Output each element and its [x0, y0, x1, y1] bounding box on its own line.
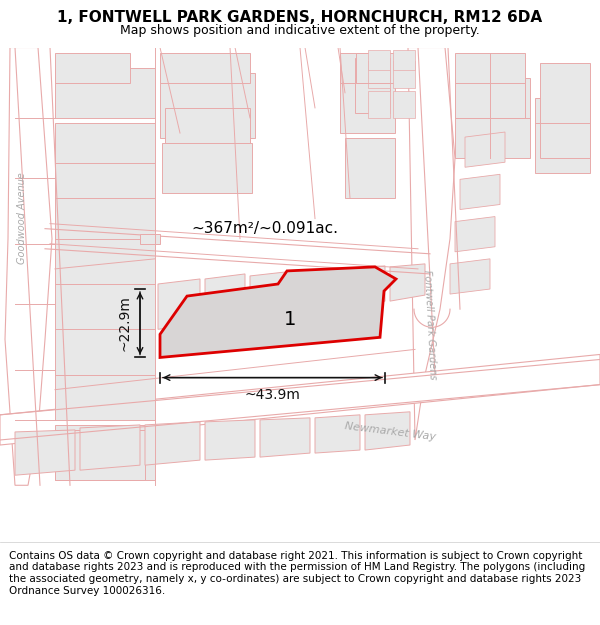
Polygon shape — [356, 52, 389, 82]
Polygon shape — [393, 49, 415, 69]
Polygon shape — [368, 49, 390, 69]
Polygon shape — [340, 78, 395, 133]
Polygon shape — [140, 234, 160, 244]
Polygon shape — [250, 271, 295, 319]
Polygon shape — [455, 217, 495, 252]
Polygon shape — [368, 61, 390, 88]
Polygon shape — [165, 108, 250, 143]
Polygon shape — [260, 418, 310, 457]
Polygon shape — [15, 430, 75, 475]
Polygon shape — [300, 269, 340, 311]
Polygon shape — [465, 132, 505, 168]
Polygon shape — [540, 62, 590, 158]
Polygon shape — [5, 48, 52, 485]
Text: 1, FONTWELL PARK GARDENS, HORNCHURCH, RM12 6DA: 1, FONTWELL PARK GARDENS, HORNCHURCH, RM… — [58, 11, 542, 26]
Polygon shape — [345, 138, 395, 199]
Polygon shape — [0, 354, 600, 445]
Polygon shape — [460, 174, 500, 209]
Text: ~43.9m: ~43.9m — [245, 388, 301, 402]
Polygon shape — [160, 52, 250, 82]
Text: ~22.9m: ~22.9m — [118, 295, 132, 351]
Polygon shape — [162, 143, 252, 193]
Text: Map shows position and indicative extent of the property.: Map shows position and indicative extent… — [120, 24, 480, 37]
Polygon shape — [315, 415, 360, 453]
Polygon shape — [450, 259, 490, 294]
Polygon shape — [158, 279, 200, 329]
Polygon shape — [55, 52, 130, 82]
Polygon shape — [205, 420, 255, 460]
Text: Goodwood Avenue: Goodwood Avenue — [17, 173, 27, 264]
Polygon shape — [55, 123, 155, 420]
Text: Newmarket Way: Newmarket Way — [344, 421, 436, 442]
Polygon shape — [55, 430, 145, 480]
Polygon shape — [455, 52, 525, 118]
Polygon shape — [80, 425, 140, 470]
Text: Fontwell Park Gardens: Fontwell Park Gardens — [422, 269, 438, 379]
Polygon shape — [55, 425, 155, 480]
Polygon shape — [345, 266, 385, 307]
Polygon shape — [355, 58, 390, 113]
Polygon shape — [160, 267, 396, 358]
Polygon shape — [390, 264, 425, 301]
Polygon shape — [535, 98, 590, 173]
Text: Contains OS data © Crown copyright and database right 2021. This information is : Contains OS data © Crown copyright and d… — [9, 551, 585, 596]
Polygon shape — [368, 91, 390, 118]
Polygon shape — [408, 48, 455, 440]
Polygon shape — [55, 68, 155, 118]
Polygon shape — [205, 274, 245, 324]
Polygon shape — [455, 78, 530, 158]
Polygon shape — [340, 52, 395, 82]
Polygon shape — [365, 412, 410, 450]
Polygon shape — [393, 61, 415, 88]
Polygon shape — [160, 72, 255, 138]
Text: 1: 1 — [284, 310, 296, 329]
Polygon shape — [393, 91, 415, 118]
Text: ~367m²/~0.091ac.: ~367m²/~0.091ac. — [191, 221, 338, 236]
Polygon shape — [145, 422, 200, 465]
